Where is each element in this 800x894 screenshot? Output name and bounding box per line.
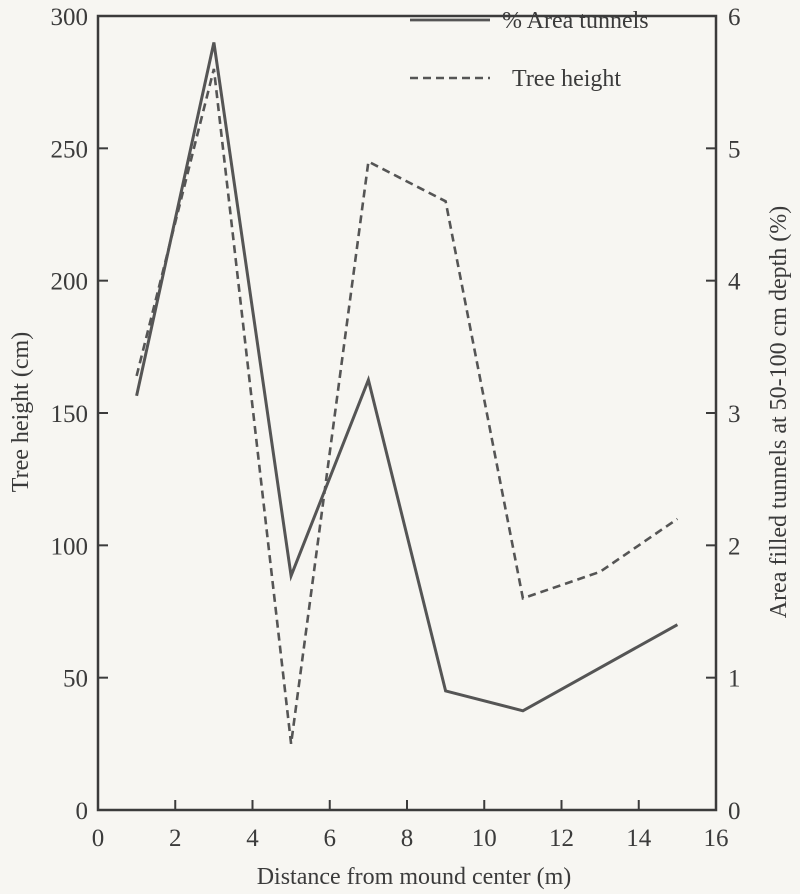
x-tick-label: 4 [246, 825, 259, 852]
legend-label: % Area tunnels [502, 8, 649, 34]
y-left-tick-label: 300 [51, 4, 89, 31]
x-axis-title: Distance from mound center (m) [257, 864, 572, 890]
y-left-tick-label: 150 [51, 401, 89, 428]
x-tick-label: 10 [472, 825, 497, 852]
y-right-tick-label: 1 [728, 666, 741, 693]
x-tick-label: 0 [92, 825, 105, 852]
y-left-tick-label: 50 [63, 666, 88, 693]
y-right-tick-label: 5 [728, 136, 741, 163]
y-right-tick-label: 4 [728, 269, 741, 296]
legend-label: Tree height [512, 66, 621, 92]
plot-frame [96, 14, 718, 812]
y-right-tick-label: 0 [728, 798, 741, 825]
series-line-tree-height [135, 68, 679, 744]
y-left-tick-label: 250 [51, 136, 89, 163]
y-right-tick-label: 3 [728, 401, 741, 428]
y-left-tick-label: 200 [51, 269, 89, 296]
x-tick-label: 2 [169, 825, 182, 852]
x-tick-label: 14 [626, 825, 652, 852]
y-right-tick-label: 6 [728, 4, 741, 31]
series-line-area-tunnels [135, 42, 679, 713]
y-right-tick-label: 2 [728, 533, 741, 560]
x-tick-label: 12 [549, 825, 574, 852]
y-left-tick-label: 0 [76, 798, 89, 825]
x-tick-label: 8 [401, 825, 414, 852]
y-axis-left-title: Tree height (cm) [8, 332, 34, 492]
y-axis-right-title: Area filled tunnels at 50-100 cm depth (… [766, 206, 792, 619]
x-tick-label: 16 [704, 825, 729, 852]
series-lines [135, 42, 679, 744]
legend: % Area tunnels Tree height [410, 8, 649, 92]
x-tick-label: 6 [324, 825, 337, 852]
y-left-tick-label: 100 [51, 533, 89, 560]
axes [96, 14, 718, 812]
